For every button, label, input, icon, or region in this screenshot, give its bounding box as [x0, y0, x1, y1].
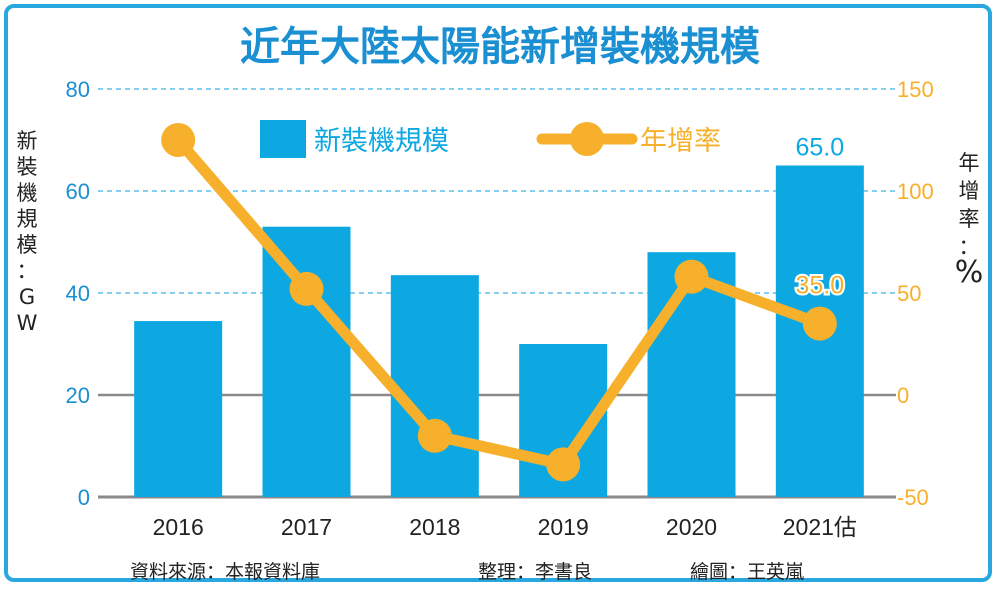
left-tick-label: 0	[78, 485, 90, 510]
growth-line	[161, 123, 837, 482]
editor-credit: 整理：李書良	[478, 561, 592, 583]
x-tick-label: 2018	[409, 514, 460, 540]
growth-point-2021估	[802, 306, 837, 341]
artist-credit: 繪圖：王英嵐	[690, 561, 804, 583]
left-axis-title: 新裝機規模： G W	[17, 129, 38, 335]
right-axis-ticks: -50 0 50 100 150	[897, 77, 934, 510]
left-tick-label: 80	[66, 77, 90, 102]
legend-line-label: 年增率	[640, 126, 721, 157]
growth-point-2016	[161, 123, 196, 157]
grid-lines	[98, 88, 896, 499]
legend-bar-swatch	[260, 120, 306, 158]
x-tick-label: 2021估	[783, 514, 857, 540]
right-tick-label: 50	[897, 281, 921, 306]
right-tick-label: -50	[897, 485, 929, 510]
legend: 新裝機規模 年增率	[260, 120, 721, 158]
growth-point-2017	[289, 271, 324, 306]
growth-point-2019	[546, 447, 581, 482]
bar-2017	[262, 226, 351, 497]
line-data-label: 35.0	[795, 272, 844, 300]
chart-title: 近年大陸太陽能新增裝機規模	[240, 24, 760, 70]
axis-titles: 新裝機規模： G W 年增率：%	[17, 129, 984, 335]
left-tick-label: 40	[66, 281, 90, 306]
source-credit: 資料來源：本報資料庫	[130, 561, 320, 583]
growth-point-2020	[674, 259, 709, 294]
right-tick-label: 100	[897, 179, 934, 204]
right-tick-label: 0	[897, 383, 909, 408]
bar-2016	[134, 321, 223, 497]
right-tick-label: 150	[897, 77, 934, 102]
bar-data-label: 65.0	[795, 134, 844, 162]
bar-2018	[390, 275, 479, 497]
x-tick-label: 2017	[281, 514, 332, 540]
data-labels: 65.0 35.0	[793, 134, 846, 302]
legend-bar-label: 新裝機規模	[314, 126, 449, 157]
x-tick-label: 2020	[666, 514, 717, 540]
growth-line-path	[172, 134, 826, 470]
right-axis-title: 年增率：%	[955, 151, 984, 290]
x-tick-label: 2016	[153, 514, 204, 540]
x-tick-label: 2019	[538, 514, 589, 540]
growth-point-2018	[417, 418, 452, 453]
legend-line-marker	[570, 122, 604, 156]
left-tick-label: 60	[66, 179, 90, 204]
x-axis-ticks: 2016 2017 2018 2019 2020 2021估	[153, 514, 857, 540]
left-axis-ticks: 0 20 40 60 80	[66, 77, 90, 510]
left-tick-label: 20	[66, 383, 90, 408]
